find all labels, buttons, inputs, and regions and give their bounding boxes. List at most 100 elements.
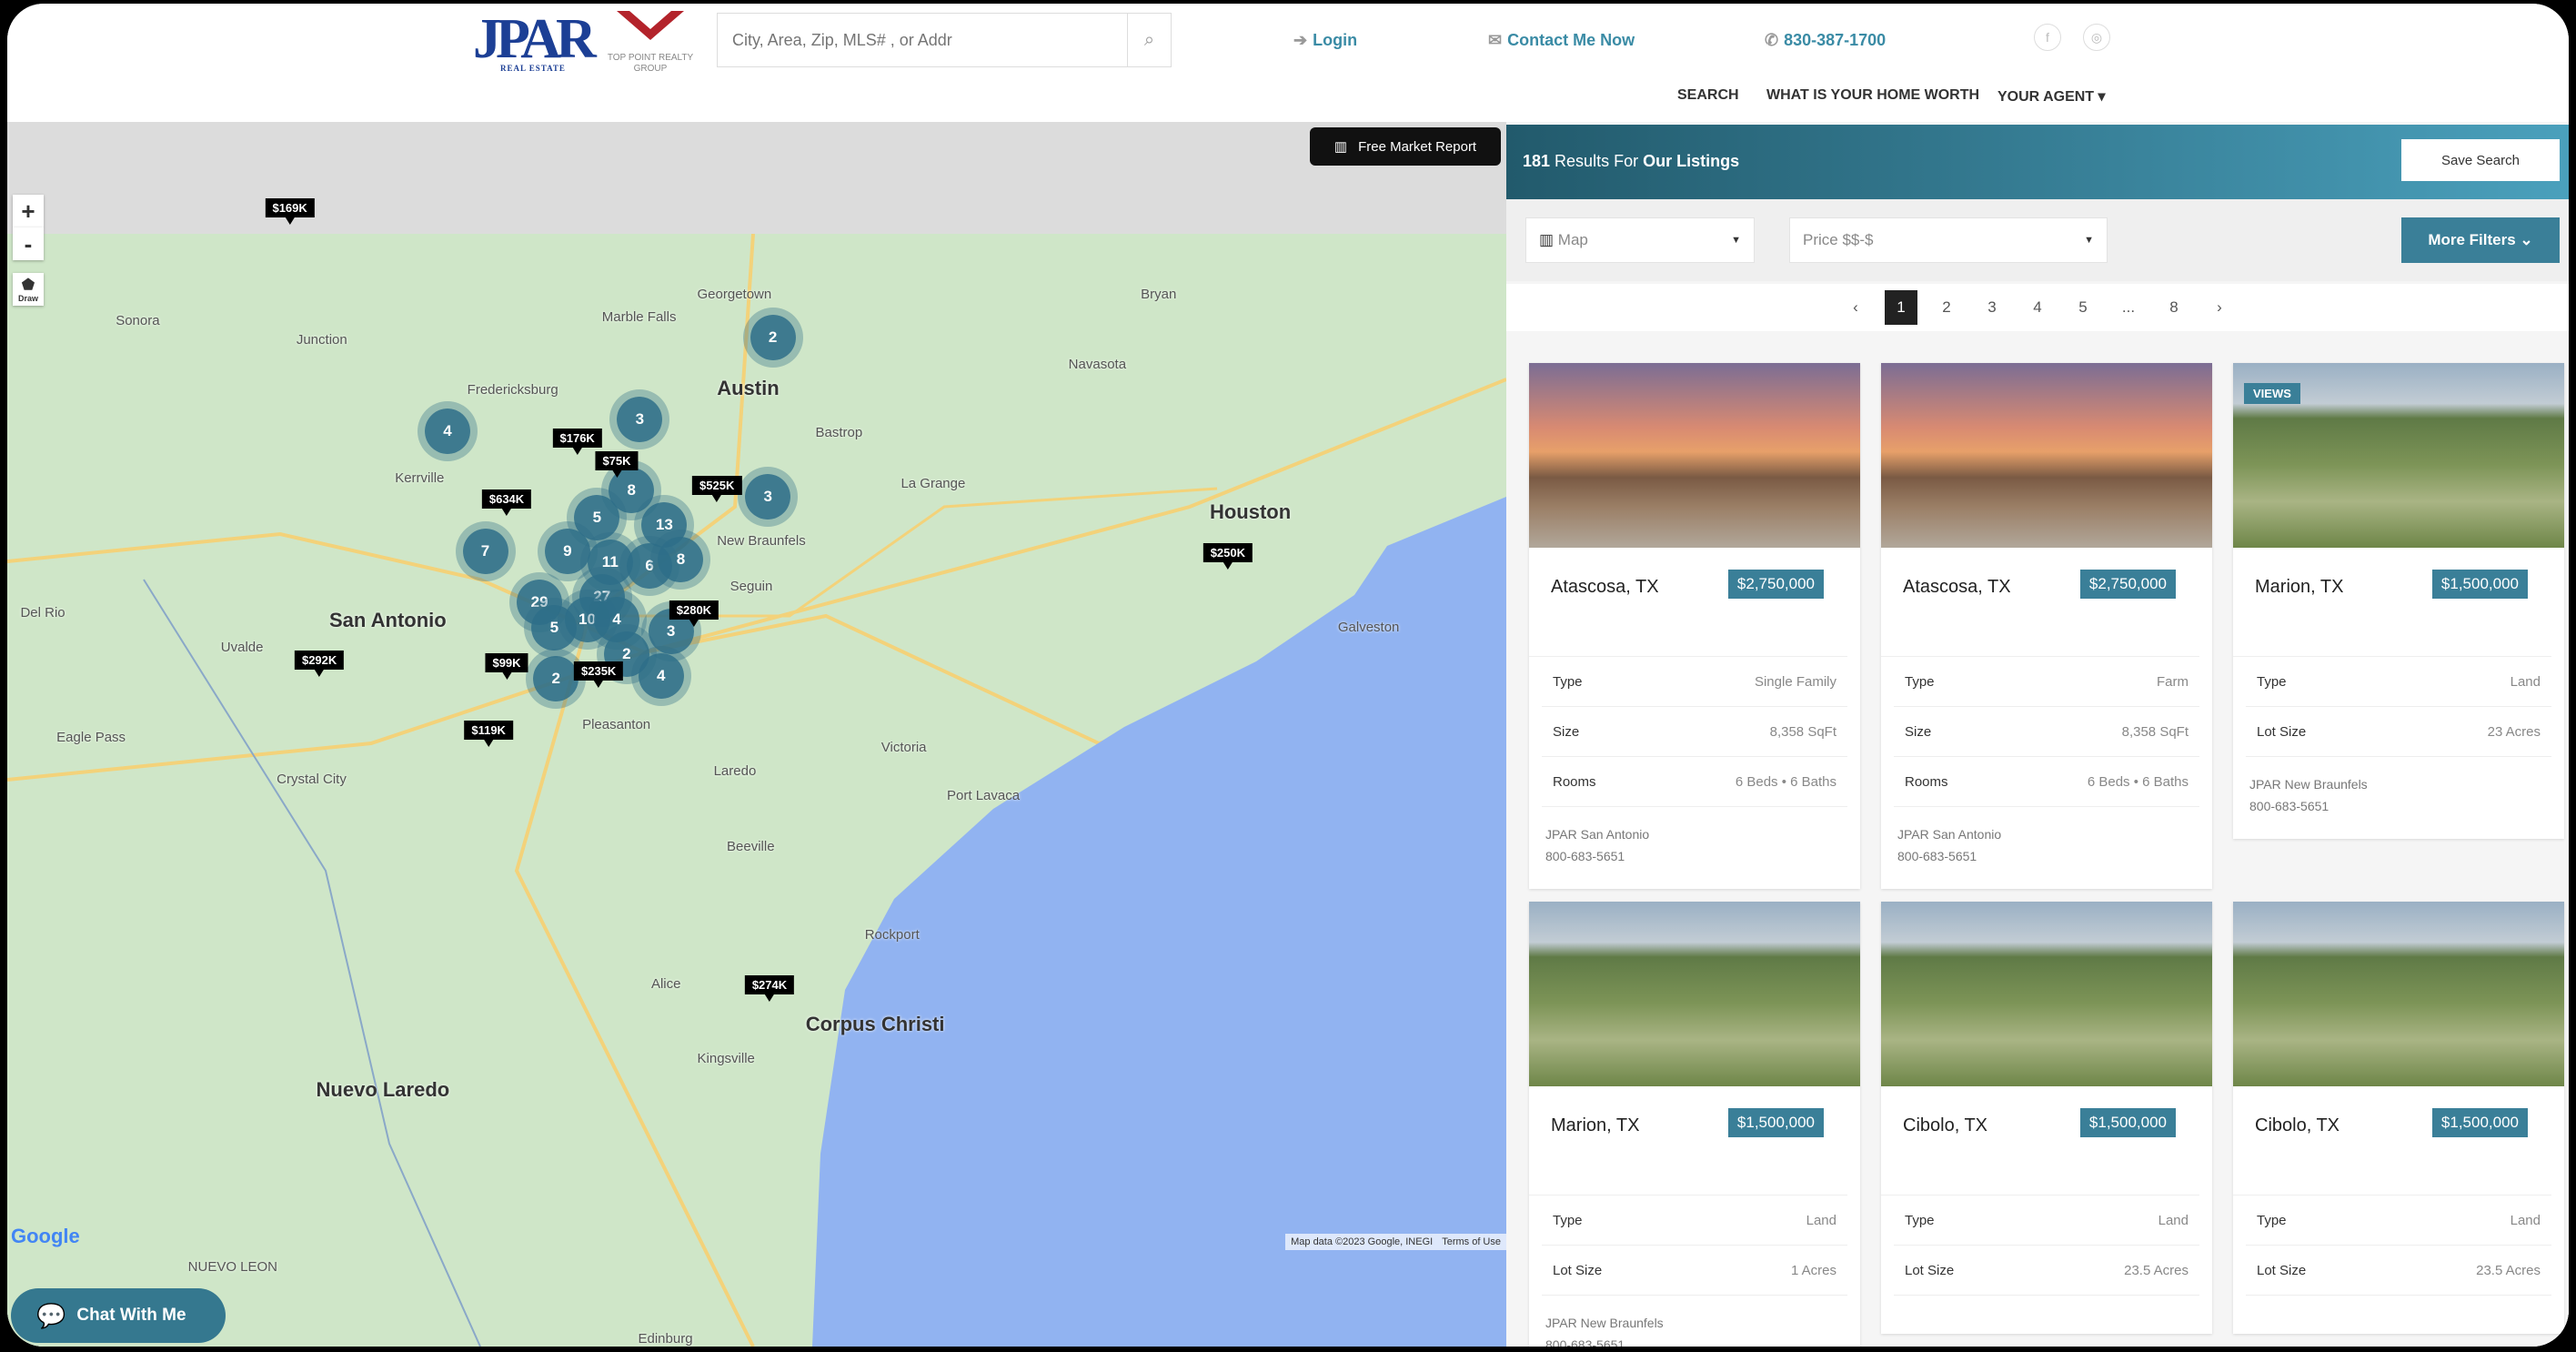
listing-photo[interactable] xyxy=(1881,363,2212,548)
price-marker[interactable]: $99K xyxy=(485,653,528,681)
listing-detail-row: Lot Size 23 Acres xyxy=(2246,707,2551,757)
login-label: Login xyxy=(1313,31,1358,49)
nav-your-agent[interactable]: YOUR AGENT ▾ xyxy=(1997,87,2106,106)
detail-value: Single Family xyxy=(1754,673,1836,690)
draw-button[interactable]: ⬟ Draw xyxy=(13,273,44,306)
nav-your-agent-label: YOUR AGENT xyxy=(1997,89,2095,105)
page-button[interactable]: 5 xyxy=(2078,298,2088,316)
caret-down-icon: ▼ xyxy=(2084,235,2094,246)
listing-photo[interactable] xyxy=(2233,902,2564,1086)
price-marker[interactable]: $280K xyxy=(669,600,719,628)
agent-phone: 800-683-5651 xyxy=(1545,849,1625,863)
map-place-label: Corpus Christi xyxy=(805,1013,945,1036)
detail-value: 8,358 SqFt xyxy=(2121,723,2189,740)
more-filters-button[interactable]: More Filters ⌄ xyxy=(2401,217,2560,263)
listing-cluster[interactable]: 7 xyxy=(462,528,508,574)
listing-card[interactable]: Atascosa, TX $2,750,000 Type Farm Size 8,358 … xyxy=(1881,363,2212,889)
save-search-button[interactable]: Save Search xyxy=(2401,139,2560,181)
next-page-button[interactable]: › xyxy=(2217,298,2222,316)
nav-home-worth[interactable]: WHAT IS YOUR HOME WORTH xyxy=(1766,87,1980,103)
listing-cluster[interactable]: 9 xyxy=(544,528,590,574)
logo-text: JPAR xyxy=(473,8,597,70)
zoom-in-button[interactable]: + xyxy=(13,195,44,227)
price-marker[interactable]: $634K xyxy=(481,489,532,516)
login-link[interactable]: ➔ Login xyxy=(1293,31,1357,50)
price-marker[interactable]: $525K xyxy=(692,476,742,503)
listing-photo[interactable] xyxy=(1529,902,1860,1086)
map-place-label: Houston xyxy=(1209,499,1292,523)
contact-link[interactable]: ✉ Contact Me Now xyxy=(1488,31,1635,50)
listing-card[interactable]: Cibolo, TX $1,500,000 Type Land Lot Size 23.5… xyxy=(1881,902,2212,1334)
free-market-report-button[interactable]: ▥ Free Market Report xyxy=(1310,127,1501,166)
jpar-logo[interactable]: JPAR REAL ESTATE xyxy=(473,7,597,73)
listing-card[interactable]: Atascosa, TX $2,750,000 Type Single Family S… xyxy=(1529,363,1860,889)
listing-detail-row: Lot Size 1 Acres xyxy=(1542,1246,1847,1296)
listing-card[interactable]: Marion, TX $1,500,000 Type Land Lot Size 1 Ac… xyxy=(1529,902,1860,1347)
facebook-icon[interactable]: f xyxy=(2034,24,2061,51)
detail-value: 1 Acres xyxy=(1790,1262,1836,1278)
listing-cluster[interactable]: 3 xyxy=(745,474,791,520)
listing-photo[interactable]: VIEWS xyxy=(2233,363,2564,548)
map-place-label: Crystal City xyxy=(277,771,347,787)
nav-search[interactable]: SEARCH xyxy=(1677,87,1739,103)
map[interactable]: Austin Houston San Antonio Nuevo Laredo Corp… xyxy=(7,122,1506,1347)
listing-detail-row: Type Land xyxy=(2246,657,2551,707)
attribution-text: Map data ©2023 Google, INEGI xyxy=(1291,1236,1434,1247)
listing-cluster[interactable]: 4 xyxy=(638,652,684,699)
price-marker[interactable]: $119K xyxy=(464,721,513,748)
detail-label: Size xyxy=(1905,723,1932,740)
page-button[interactable]: 4 xyxy=(2033,298,2042,316)
listing-price: $2,750,000 xyxy=(2079,570,2176,599)
map-place-label: Alice xyxy=(650,976,681,993)
page-button[interactable]: 8 xyxy=(2169,298,2179,316)
detail-label: Size xyxy=(1553,723,1580,740)
price-marker[interactable]: $169K xyxy=(265,197,315,225)
listing-cluster[interactable]: 8 xyxy=(658,536,704,582)
prev-page-button[interactable]: ‹ xyxy=(1853,298,1858,316)
chat-button[interactable]: 💬 Chat With Me xyxy=(11,1288,226,1343)
listing-cluster[interactable]: 4 xyxy=(425,408,470,454)
listing-cluster[interactable]: 3 xyxy=(617,397,663,443)
listing-detail-row: Lot Size 23.5 Acres xyxy=(1894,1246,2199,1296)
chevron-down-icon: ⌄ xyxy=(2520,231,2533,248)
agent-office: JPAR New Braunfels xyxy=(2249,777,2368,792)
listing-card[interactable]: Cibolo, TX $1,500,000 Type Land Lot Size 23.5… xyxy=(2233,902,2564,1334)
price-marker[interactable]: $176K xyxy=(552,428,602,455)
page-button[interactable]: 3 xyxy=(1987,298,1997,316)
price-marker[interactable]: $292K xyxy=(294,650,345,677)
page-button[interactable]: 2 xyxy=(1942,298,1951,316)
price-select[interactable]: Price $$-$ ▼ xyxy=(1789,217,2108,263)
price-marker[interactable]: $250K xyxy=(1202,543,1253,570)
listing-city: Atascosa, TX xyxy=(1903,577,2011,597)
view-select[interactable]: ▥ Map ▼ xyxy=(1525,217,1755,263)
free-market-report-label: Free Market Report xyxy=(1358,138,1477,155)
price-marker[interactable]: $235K xyxy=(574,661,624,689)
listing-photo[interactable] xyxy=(1529,363,1860,548)
listing-price: $1,500,000 xyxy=(2431,1108,2528,1137)
terms-link[interactable]: Terms of Use xyxy=(1442,1236,1501,1247)
listing-card[interactable]: VIEWS Marion, TX $1,500,000 Type Land Lot Si… xyxy=(2233,363,2564,839)
results-text: Results For xyxy=(1550,152,1644,170)
price-marker[interactable]: $274K xyxy=(744,975,795,1003)
zoom-out-button[interactable]: - xyxy=(13,227,44,260)
search-input[interactable] xyxy=(718,14,1127,66)
listing-detail-row: Rooms 6 Beds • 6 Baths xyxy=(1542,757,1847,807)
listing-header: Atascosa, TX $2,750,000 xyxy=(1529,548,1847,657)
listing-detail-row: Type Land xyxy=(1894,1196,2199,1246)
chat-label: Chat With Me xyxy=(76,1306,186,1325)
search-icon: ⌕ xyxy=(1143,29,1155,50)
listing-cluster[interactable]: 2 xyxy=(750,314,796,360)
search-box: ⌕ xyxy=(717,13,1172,67)
search-button[interactable]: ⌕ xyxy=(1127,14,1171,66)
listing-badge: VIEWS xyxy=(2244,383,2300,404)
listing-city: Atascosa, TX xyxy=(1551,577,1659,597)
phone-link[interactable]: ✆ 830-387-1700 xyxy=(1765,31,1886,50)
top-point-logo[interactable]: TOP POINT REALTY GROUP xyxy=(600,7,700,75)
page-button[interactable]: 1 xyxy=(1885,290,1917,325)
map-place-label: Marble Falls xyxy=(601,309,677,326)
listing-cluster[interactable]: 2 xyxy=(533,656,579,702)
listing-photo[interactable] xyxy=(1881,902,2212,1086)
price-marker[interactable]: $75K xyxy=(595,451,639,479)
instagram-icon[interactable]: ◎ xyxy=(2083,24,2110,51)
listing-cluster[interactable]: 5 xyxy=(574,495,620,541)
